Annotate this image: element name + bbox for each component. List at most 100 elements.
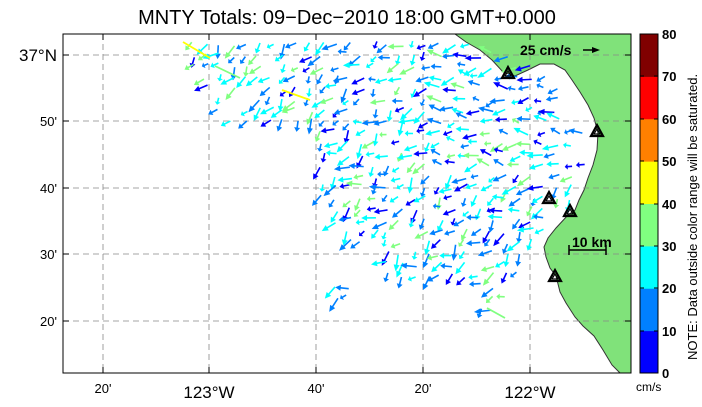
current-vector-head xyxy=(476,313,483,319)
current-vector xyxy=(502,272,508,281)
current-vector xyxy=(531,185,543,189)
lat-tick-label: 30' xyxy=(40,247,57,262)
current-vector-head xyxy=(493,56,501,63)
current-vector xyxy=(485,238,491,245)
current-vector xyxy=(375,260,387,265)
current-vector xyxy=(347,63,360,66)
current-vector-head xyxy=(484,241,489,247)
current-vector xyxy=(403,66,415,74)
radar-stations xyxy=(500,64,605,283)
current-vector xyxy=(252,65,262,73)
current-vector-head xyxy=(370,93,376,98)
current-vector xyxy=(453,244,457,257)
current-vector xyxy=(459,128,469,131)
current-vector-head xyxy=(311,102,319,108)
current-vector-head xyxy=(321,44,329,51)
current-vector xyxy=(308,118,313,130)
current-vector xyxy=(383,251,390,262)
current-vector-head xyxy=(515,189,523,196)
current-vector xyxy=(421,99,425,105)
current-vector-head xyxy=(248,59,254,66)
current-vector-head xyxy=(423,81,431,88)
current-vector xyxy=(424,276,431,287)
current-vector xyxy=(452,218,456,224)
current-vector-head xyxy=(396,283,403,289)
current-vector-head xyxy=(431,266,438,273)
current-vector xyxy=(538,75,546,81)
current-vector xyxy=(389,62,399,71)
current-vector xyxy=(503,243,509,252)
current-vector xyxy=(355,209,361,216)
current-vector xyxy=(431,105,442,112)
current-vector xyxy=(385,272,389,280)
current-vector xyxy=(462,43,470,47)
current-vector-head xyxy=(228,58,233,64)
current-vector-head xyxy=(446,135,451,142)
current-vector xyxy=(549,114,560,120)
current-vector-head xyxy=(361,119,369,126)
current-vector xyxy=(495,160,504,167)
current-vector xyxy=(341,177,353,181)
current-vector xyxy=(512,155,521,161)
current-vector xyxy=(319,120,325,126)
current-vector-head xyxy=(420,179,426,185)
current-vector-head xyxy=(350,243,356,249)
scale-vector-label: 25 cm/s xyxy=(520,42,572,58)
current-vector-head xyxy=(254,48,261,54)
current-vector-head xyxy=(459,43,465,49)
current-vector-head xyxy=(564,163,568,170)
colorbar-tick-label: 20 xyxy=(662,281,676,296)
colorbar-cell xyxy=(640,118,658,162)
current-vector-head xyxy=(511,99,516,106)
current-vector-head xyxy=(418,123,424,129)
current-vector-head xyxy=(530,202,536,207)
current-vector xyxy=(408,162,416,171)
current-vector-head xyxy=(426,49,434,56)
current-vector-head xyxy=(562,142,567,149)
current-vector xyxy=(489,176,495,182)
current-vector-head xyxy=(445,279,452,285)
current-vector xyxy=(324,128,335,132)
current-vector xyxy=(471,81,480,86)
current-vector-head xyxy=(355,130,361,137)
current-vector xyxy=(238,76,246,86)
current-vector-head xyxy=(491,194,497,200)
current-vector-head xyxy=(471,230,477,236)
current-vector xyxy=(332,67,339,71)
current-vector xyxy=(462,198,467,205)
current-vector-head xyxy=(361,214,368,221)
current-vector xyxy=(428,83,440,88)
current-vector xyxy=(401,154,413,158)
current-vector xyxy=(415,163,425,172)
current-vector xyxy=(196,78,205,84)
current-vector-head xyxy=(440,79,448,86)
current-vector xyxy=(418,44,426,49)
current-vector xyxy=(411,88,417,96)
current-vector-head xyxy=(533,114,540,121)
colorbar-tick-label: 70 xyxy=(662,69,676,84)
current-vector xyxy=(482,150,492,157)
current-vector xyxy=(466,67,477,75)
current-vector-head xyxy=(509,156,516,163)
radar-station-marker xyxy=(562,202,578,218)
current-vector xyxy=(497,261,505,267)
current-vector-head xyxy=(306,93,313,97)
current-vector-head xyxy=(419,101,426,106)
current-vector-head xyxy=(462,211,467,217)
scale-bar-label: 10 km xyxy=(572,234,612,250)
current-vector xyxy=(411,209,418,221)
current-vector xyxy=(491,215,503,219)
current-vector xyxy=(229,56,235,63)
current-vector xyxy=(409,177,413,189)
current-vector-head xyxy=(545,95,552,102)
current-vector xyxy=(398,183,404,189)
current-vector-head xyxy=(314,136,321,143)
current-vector-head xyxy=(238,123,244,129)
current-vector xyxy=(356,174,364,178)
current-vector-head xyxy=(429,229,436,236)
current-vector xyxy=(550,88,558,93)
current-vector xyxy=(353,165,364,168)
current-vector xyxy=(266,96,271,104)
current-vector-head xyxy=(564,190,571,198)
current-vector-head xyxy=(546,112,553,119)
